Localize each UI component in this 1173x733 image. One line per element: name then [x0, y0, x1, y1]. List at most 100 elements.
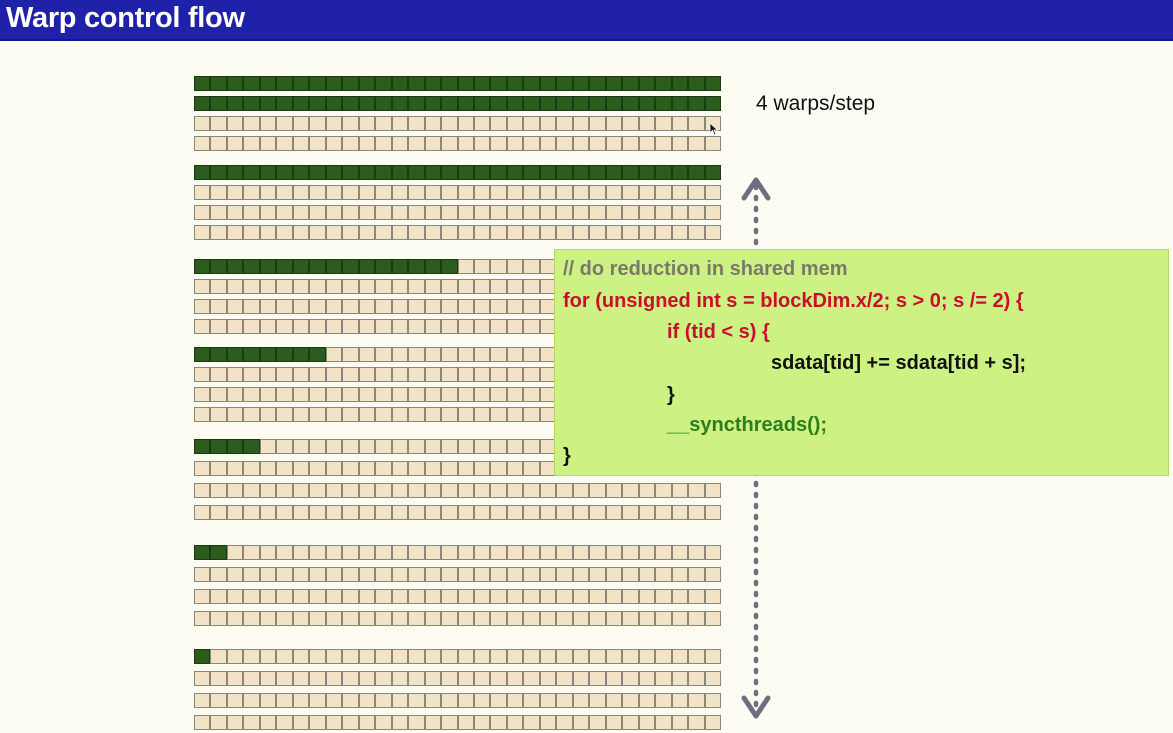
idle-thread-cell — [523, 649, 540, 664]
active-thread-cell — [572, 76, 590, 91]
idle-thread-cell — [506, 185, 524, 200]
idle-thread-cell — [523, 299, 540, 314]
idle-thread-cell — [424, 279, 442, 294]
idle-thread-cell — [259, 185, 277, 200]
idle-thread-cell — [704, 136, 721, 151]
active-thread-cell — [622, 76, 639, 91]
idle-thread-cell — [441, 205, 458, 220]
idle-thread-cell — [490, 136, 507, 151]
idle-thread-cell — [243, 693, 260, 708]
idle-thread-cell — [523, 611, 540, 626]
idle-thread-cell — [375, 367, 392, 382]
active-thread-cell — [523, 76, 540, 91]
idle-thread-cell — [408, 367, 425, 382]
active-thread-cell — [325, 165, 343, 180]
active-thread-cell — [622, 96, 639, 111]
idle-thread-cell — [276, 116, 293, 131]
idle-thread-cell — [325, 225, 343, 240]
warp-row — [194, 611, 721, 626]
idle-thread-cell — [622, 671, 639, 686]
idle-thread-cell — [424, 649, 442, 664]
idle-thread-cell — [226, 611, 244, 626]
idle-thread-cell — [243, 483, 260, 498]
idle-thread-cell — [424, 205, 442, 220]
idle-thread-cell — [490, 225, 507, 240]
idle-thread-cell — [638, 567, 656, 582]
idle-thread-cell — [276, 567, 293, 582]
active-thread-cell — [342, 259, 359, 274]
active-thread-cell — [539, 96, 557, 111]
active-thread-cell — [309, 259, 326, 274]
active-thread-cell — [276, 259, 293, 274]
idle-thread-cell — [424, 611, 442, 626]
idle-thread-cell — [342, 205, 359, 220]
idle-thread-cell — [375, 589, 392, 604]
idle-thread-cell — [342, 715, 359, 730]
idle-thread-cell — [391, 279, 409, 294]
idle-thread-cell — [506, 387, 524, 402]
idle-thread-cell — [539, 649, 557, 664]
idle-thread-cell — [441, 505, 458, 520]
idle-thread-cell — [556, 589, 573, 604]
idle-thread-cell — [441, 407, 458, 422]
idle-thread-cell — [441, 567, 458, 582]
idle-thread-cell — [391, 611, 409, 626]
idle-thread-cell — [375, 387, 392, 402]
active-thread-cell — [622, 165, 639, 180]
idle-thread-cell — [424, 439, 442, 454]
idle-thread-cell — [259, 439, 277, 454]
idle-thread-cell — [441, 649, 458, 664]
idle-thread-cell — [572, 136, 590, 151]
idle-thread-cell — [194, 483, 211, 498]
idle-thread-cell — [655, 611, 672, 626]
idle-thread-cell — [441, 367, 458, 382]
idle-thread-cell — [589, 567, 606, 582]
idle-thread-cell — [292, 407, 310, 422]
active-thread-cell — [539, 165, 557, 180]
idle-thread-cell — [638, 483, 656, 498]
idle-thread-cell — [572, 225, 590, 240]
idle-thread-cell — [441, 299, 458, 314]
idle-thread-cell — [309, 136, 326, 151]
idle-thread-cell — [424, 715, 442, 730]
active-thread-cell — [375, 96, 392, 111]
idle-thread-cell — [490, 319, 507, 334]
idle-thread-cell — [556, 715, 573, 730]
idle-thread-cell — [671, 671, 689, 686]
idle-thread-cell — [638, 545, 656, 560]
idle-thread-cell — [194, 407, 211, 422]
idle-thread-cell — [622, 116, 639, 131]
idle-thread-cell — [194, 693, 211, 708]
idle-thread-cell — [523, 205, 540, 220]
idle-thread-cell — [194, 611, 211, 626]
active-thread-cell — [589, 76, 606, 91]
active-thread-cell — [473, 165, 491, 180]
active-thread-cell — [210, 545, 227, 560]
idle-thread-cell — [457, 649, 474, 664]
idle-thread-cell — [556, 205, 573, 220]
idle-thread-cell — [490, 461, 507, 476]
idle-thread-cell — [292, 589, 310, 604]
idle-thread-cell — [342, 185, 359, 200]
idle-thread-cell — [605, 611, 623, 626]
idle-thread-cell — [292, 225, 310, 240]
idle-thread-cell — [342, 611, 359, 626]
idle-thread-cell — [506, 505, 524, 520]
active-thread-cell — [424, 76, 442, 91]
idle-thread-cell — [243, 225, 260, 240]
idle-thread-cell — [605, 649, 623, 664]
idle-thread-cell — [688, 693, 705, 708]
idle-thread-cell — [210, 279, 227, 294]
idle-thread-cell — [342, 279, 359, 294]
idle-thread-cell — [424, 367, 442, 382]
idle-thread-cell — [441, 185, 458, 200]
idle-thread-cell — [506, 439, 524, 454]
idle-thread-cell — [605, 116, 623, 131]
active-thread-cell — [210, 347, 227, 362]
idle-thread-cell — [523, 589, 540, 604]
idle-thread-cell — [292, 567, 310, 582]
idle-thread-cell — [325, 116, 343, 131]
active-thread-cell — [194, 259, 211, 274]
idle-thread-cell — [391, 483, 409, 498]
idle-thread-cell — [358, 715, 376, 730]
